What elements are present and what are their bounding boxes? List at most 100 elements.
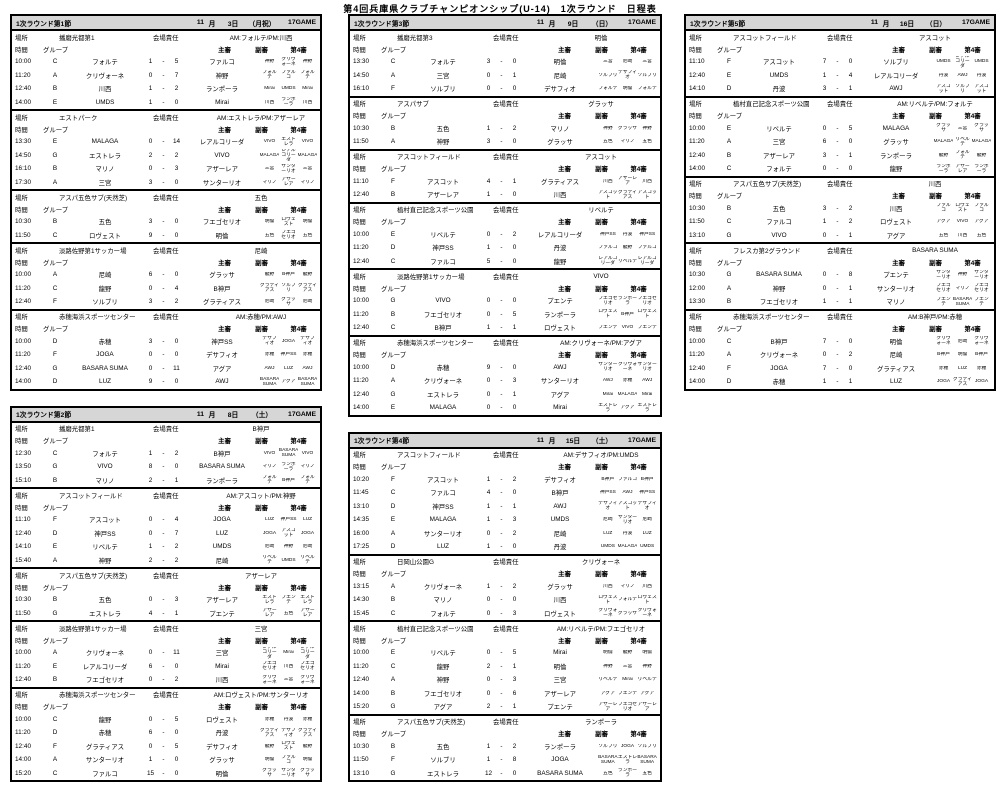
home-team: 五色: [772, 205, 786, 213]
match-row: 12:40 D 神戸SS 0 - 7 LUZ JOGA アスコット JOGA: [12, 527, 320, 541]
away-team: プエンテ: [547, 298, 573, 306]
score-separator: -: [162, 556, 165, 564]
venue-name: 淡路佐野第1サッカー場: [59, 247, 127, 255]
match-group: F: [391, 177, 395, 185]
score-separator: -: [836, 151, 839, 159]
match-group: D: [726, 378, 732, 386]
referee-assistant: ロヴェスト: [281, 741, 296, 752]
match-row: 10:30 B 五色 0 - 3 アザーレア エストレラ プエンテ エストレラ: [12, 593, 320, 607]
group-header: グループ: [43, 584, 69, 592]
referee-main: 赤穂: [264, 716, 275, 722]
column-header-row: 時間 グループ 主審 副審 第4審: [12, 634, 320, 646]
time-header: 時間: [689, 46, 702, 54]
referee-main: リベルテ: [598, 677, 618, 683]
match-time: 10:30: [689, 204, 705, 212]
match-group: B: [390, 191, 396, 199]
away-team: レアルコリーダ: [873, 72, 919, 80]
referee-main: 丹波: [938, 72, 949, 78]
home-score: 6: [822, 138, 827, 146]
match-time: 13:30: [15, 138, 31, 146]
referee-main: ランポーラ: [936, 163, 951, 174]
score-separator: -: [500, 543, 503, 551]
home-team: ソルブリ: [92, 299, 118, 307]
referee-main: エストレラ: [262, 594, 277, 605]
match-group: C: [390, 324, 396, 332]
referee-main: BASARA SUMA: [260, 376, 279, 387]
home-team: フォルテ: [430, 59, 456, 67]
away-score: 8: [512, 756, 517, 764]
away-score: 0: [512, 244, 517, 252]
referee-assistant: グラッサ: [617, 125, 638, 131]
venue-block: 場所 アスコットフィールド 会場責任 アスコット 時間 グループ 主審 副審 第4審 11:10 F…: [350, 148, 660, 202]
match-row: 11:20 A クリヴォーネ 0 - 2 尼崎 B神戸 明倫 B神戸: [686, 348, 994, 362]
referee-fourth: アグア: [974, 219, 989, 225]
referee-fourth: Mirai: [302, 86, 313, 92]
time-header: 時間: [15, 438, 28, 445]
match-time: 11:10: [353, 177, 369, 185]
home-score: 1: [486, 516, 491, 524]
home-team: フエゴセリオ: [423, 311, 463, 319]
match-time: 11:20: [15, 351, 31, 359]
referee-main: BASARA SUMA: [598, 754, 618, 765]
home-team: フォルテ: [430, 610, 456, 618]
away-team: 丹波: [553, 544, 567, 552]
home-team: リベルテ: [430, 650, 456, 658]
place-label: 場所: [15, 314, 28, 321]
away-team: 丹波: [553, 245, 567, 253]
column-header-row: 時間 グループ 主審 副審 第4審: [686, 190, 994, 202]
group-header: グループ: [381, 113, 407, 120]
match-row: 15:20 C ファルコ 15- 0 明倫 グラッサ サンターリオ グラッサ: [12, 767, 320, 781]
home-score: 2: [486, 662, 491, 670]
match-group: G: [390, 390, 396, 398]
round-section: 1次ラウンド第1節 11 月 3日 （月祝） 17GAME 場所 播磨光都第1 会場責任 AM:フ…: [10, 14, 322, 391]
away-score: 0: [174, 351, 179, 359]
referee-main-header: 主審: [218, 46, 231, 54]
match-group: B: [52, 676, 58, 684]
match-group: D: [726, 85, 732, 93]
referee-fourth: プエンテ: [974, 296, 989, 307]
away-score: 2: [512, 582, 517, 590]
referee-main: 赤穂: [264, 352, 275, 358]
time-header: 時間: [15, 259, 28, 267]
away-score: 2: [174, 298, 179, 306]
referee-assistant: アスコット: [617, 501, 638, 512]
referee-main: ロヴェスト: [598, 309, 618, 320]
time-header: 時間: [353, 464, 366, 471]
column-header-row: 時間 グループ 主審 副審 第4審: [350, 43, 660, 55]
match-row: 11:50 C ロヴェスト 9 - 0 明倫 五色 フエゴセリオ 五色: [12, 229, 320, 243]
match-time: 11:50: [353, 138, 369, 146]
home-team: 龍野: [98, 716, 112, 724]
responsible-label: 会場責任: [153, 194, 179, 202]
match-time: 10:00: [15, 715, 31, 723]
venue-name: アスパ五色サブ(天然芝): [59, 572, 128, 580]
home-score: 0: [486, 297, 491, 305]
away-score: 0: [174, 271, 179, 279]
referee-fourth: JOGA: [300, 530, 315, 536]
score-separator: -: [836, 351, 839, 359]
referee-fourth: 川西: [642, 583, 652, 589]
referee-fourth: UMDS: [640, 544, 655, 550]
referee-main: 尼崎: [264, 299, 275, 305]
referee-assistant: サンターリオ: [281, 768, 296, 779]
home-score: 0: [148, 649, 153, 657]
match-row: 11:20 D 赤穂 6 - 0 丹波 グラティアス デサフィオ グラティアス: [12, 726, 320, 740]
venue-name: 植村直己記念スポーツ公園: [733, 101, 810, 108]
referee-assistant: フエゴセリオ: [617, 701, 638, 712]
referee-fourth: LUZ: [302, 517, 313, 523]
column-header-row: 時間 グループ 主審 副審 第4審: [350, 728, 660, 740]
match-group: B: [390, 310, 396, 318]
venue-name: アスパ五色サブ(天然芝): [59, 194, 128, 202]
match-time: 14:00: [689, 378, 705, 386]
referee-main-header: 主審: [892, 259, 905, 267]
away-score: 2: [848, 218, 853, 226]
group-header: グループ: [717, 193, 743, 200]
away-team: ロヴェスト: [206, 716, 238, 724]
away-team: サンターリオ: [540, 378, 580, 386]
referee-fourth: ロヴェスト: [637, 594, 657, 605]
schedule-column-middle: 1次ラウンド第3節 11 月 9日 （日） 17GAME 場所 播磨光都第3 会場責任 明倫 時間グ…: [348, 14, 662, 797]
away-score: 0: [174, 337, 179, 345]
match-time: 10:00: [689, 124, 705, 132]
referee-assistant: ファルコ: [617, 476, 638, 482]
responsible-value: AM:エストレラ/PM:アザーレア: [216, 114, 306, 122]
away-team: レアルコリーダ: [537, 231, 583, 239]
